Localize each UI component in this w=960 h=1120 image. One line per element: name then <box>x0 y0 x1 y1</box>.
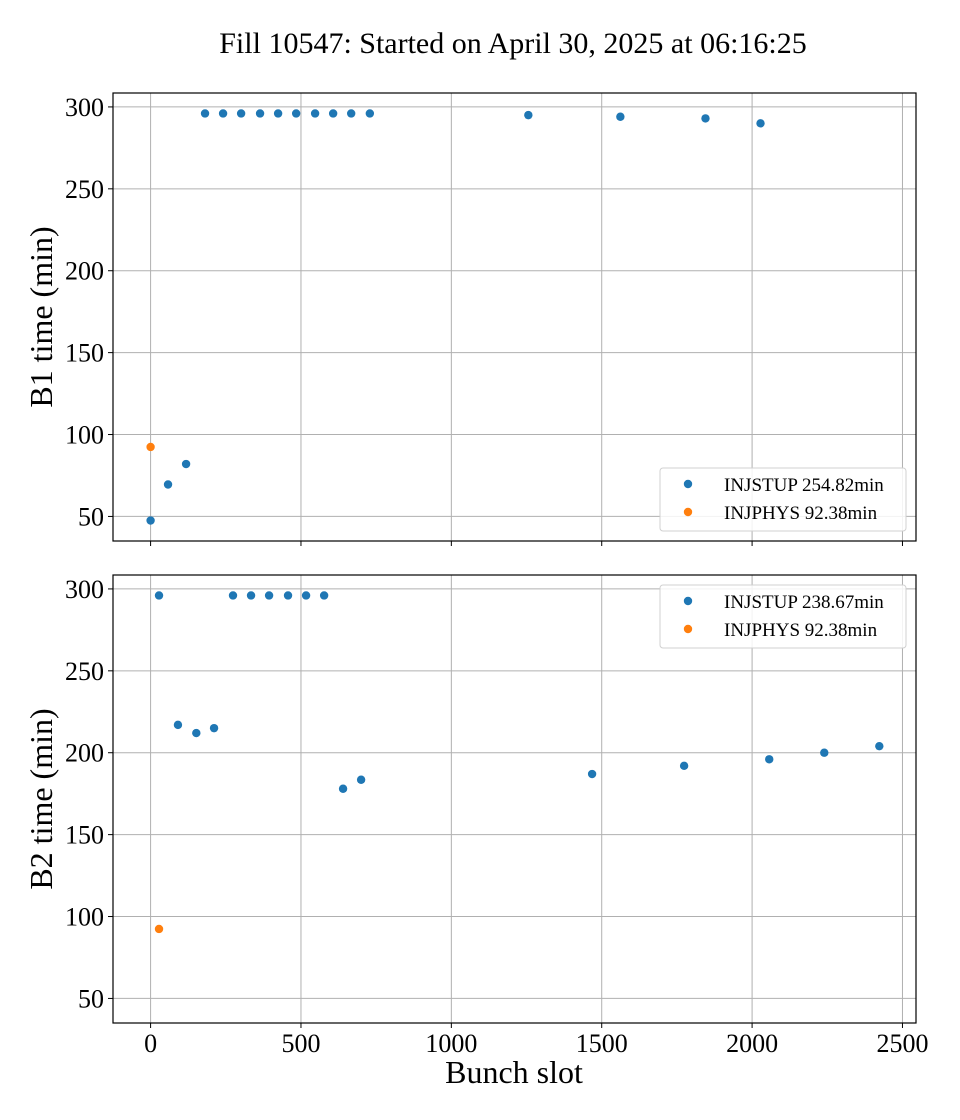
data-point-injstup <box>765 755 774 764</box>
data-point-injstup <box>346 109 356 118</box>
data-point-injstup <box>301 591 311 600</box>
data-point-injstup <box>200 109 210 118</box>
y-tick-label: 150 <box>65 339 104 368</box>
panel-b2: 0 500 1000 1500 2000 2500 50 100 150 200 250 300 B2 … <box>23 574 928 1058</box>
data-point-injstup <box>365 109 375 118</box>
y-tick-label: 200 <box>65 739 104 768</box>
legend-box <box>659 467 907 532</box>
data-point-injstup <box>181 459 191 469</box>
chart-title: Fill 10547: Started on April 30, 2025 at… <box>219 27 807 60</box>
data-point-injstup <box>228 591 238 600</box>
x-tick-label: 0 <box>144 1029 157 1058</box>
data-point-injstup <box>319 591 329 600</box>
legend: INJSTUP 254.82min INJPHYS 92.38min <box>659 467 907 532</box>
y-tick-label: 50 <box>78 502 104 531</box>
legend-label-injstup: INJSTUP 238.67min <box>724 592 884 613</box>
data-point-injstup <box>524 110 533 120</box>
y-tick-label: 300 <box>65 575 104 604</box>
data-point-injphys <box>154 924 164 934</box>
data-point-injstup <box>236 109 246 118</box>
data-point-injstup <box>701 114 710 123</box>
data-point-injstup <box>173 720 183 730</box>
legend-marker-injphys <box>683 507 693 517</box>
data-point-injstup <box>218 109 228 118</box>
legend-marker-injstup <box>683 596 693 606</box>
data-point-injstup <box>273 109 283 118</box>
y-tick-label: 150 <box>65 821 104 850</box>
legend-label-injstup: INJSTUP 254.82min <box>724 475 884 496</box>
panel-b1: 50 100 150 200 250 300 B1 time (min) INJSTUP 25… <box>23 92 917 546</box>
y-tick-label: 50 <box>78 984 104 1013</box>
data-point-injstup <box>163 480 173 489</box>
y-tick-label: 100 <box>65 903 104 932</box>
y-tick-label: 200 <box>65 257 104 286</box>
data-point-injstup <box>264 591 274 600</box>
axes-frame <box>112 92 917 542</box>
y-tick-label: 250 <box>65 657 104 686</box>
data-point-injstup <box>338 784 348 793</box>
data-point-injstup <box>283 591 293 600</box>
legend-label-injphys: INJPHYS 92.38min <box>724 503 878 524</box>
data-point-injstup <box>587 769 597 779</box>
x-tick-label: 500 <box>281 1029 320 1058</box>
axes-frame <box>112 574 917 1024</box>
data-point-injstup <box>154 591 164 600</box>
y-tick-label: 300 <box>65 93 104 122</box>
data-point-injphys <box>146 442 155 452</box>
y-axis-label: B2 time (min) <box>23 708 59 889</box>
legend: INJSTUP 238.67min INJPHYS 92.38min <box>659 584 907 649</box>
data-point-injstup <box>756 119 765 128</box>
data-point-injstup <box>209 723 219 733</box>
data-point-injstup <box>310 109 320 118</box>
data-point-injstup <box>192 728 201 738</box>
data-point-injstup <box>246 591 256 600</box>
data-point-injstup <box>255 109 265 118</box>
series-points <box>146 109 765 525</box>
x-tick-label: 1000 <box>425 1029 477 1058</box>
data-point-injstup <box>820 748 829 757</box>
x-tick-label: 1500 <box>576 1029 628 1058</box>
legend-label-injphys: INJPHYS 92.38min <box>724 620 878 641</box>
y-axis-label: B1 time (min) <box>23 226 59 407</box>
x-axis-label: Bunch slot <box>445 1054 583 1090</box>
legend-marker-injstup <box>683 479 693 489</box>
data-point-injstup <box>679 761 689 771</box>
data-point-injstup <box>616 112 625 121</box>
data-point-injstup <box>328 109 338 118</box>
data-point-injstup <box>291 109 301 118</box>
x-tick-label: 2000 <box>726 1029 778 1058</box>
data-point-injstup <box>146 516 155 525</box>
series-points <box>154 591 884 934</box>
legend-box <box>659 584 907 649</box>
data-point-injstup <box>356 775 366 784</box>
y-tick-label: 250 <box>65 175 104 204</box>
data-point-injstup <box>875 741 884 751</box>
x-tick-label: 2500 <box>876 1029 928 1058</box>
grid <box>113 93 916 541</box>
legend-marker-injphys <box>683 624 693 634</box>
y-tick-label: 100 <box>65 421 104 450</box>
